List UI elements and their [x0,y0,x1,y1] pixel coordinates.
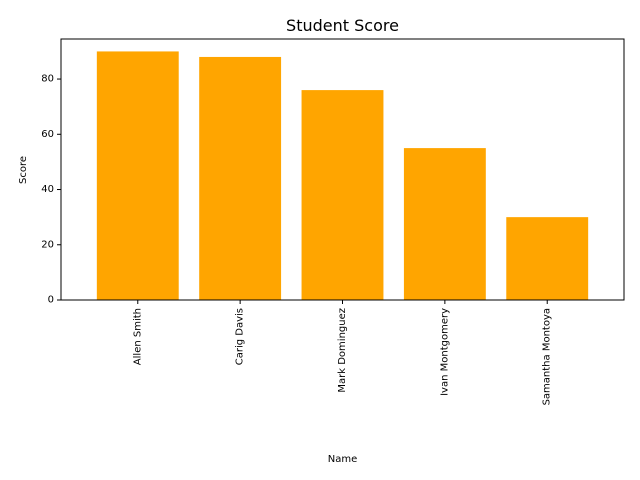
y-axis-ticks: 0 20 40 60 80 [41,74,61,306]
bar-mark-dominguez [301,90,384,300]
x-tick-label: Mark Dominguez [337,308,348,393]
bar-ivan-montgomery [403,148,486,300]
bar-allen-smith [96,51,179,301]
x-tick-label: Allen Smith [132,308,143,365]
y-tick-label: 0 [48,295,54,306]
plot-frame [60,38,625,301]
y-axis-label: Score [18,156,29,184]
x-tick-label: Ivan Montgomery [439,308,450,396]
x-tick-label: Samantha Montoya [542,308,553,405]
x-axis-label: Name [328,454,358,465]
y-tick-label: 60 [41,129,54,140]
x-axis-ticks: Allen Smith Carig Davis Mark Dominguez Ivan… [132,300,553,405]
y-tick-label: 20 [41,239,54,250]
chart-title: Student Score [286,16,399,35]
bars-group [96,51,589,301]
x-tick-label: Carig Davis [235,308,246,365]
bar-samantha-montoya [506,217,589,300]
y-tick-label: 80 [41,74,54,85]
bar-carig-davis [199,56,282,301]
y-tick-label: 40 [41,184,54,195]
